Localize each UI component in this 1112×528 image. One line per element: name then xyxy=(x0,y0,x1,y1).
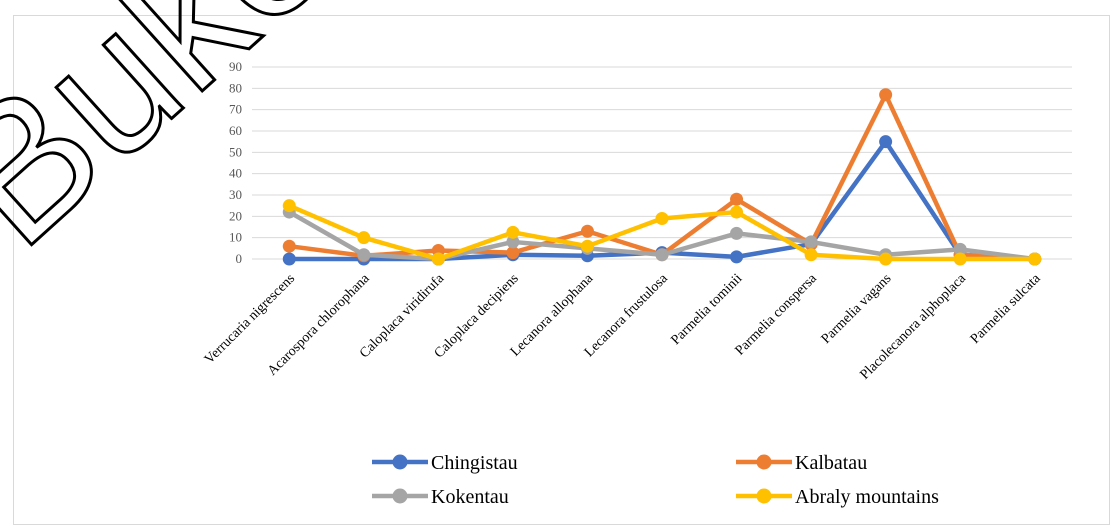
x-category-label: Parmelia conspersa xyxy=(733,271,821,359)
data-point xyxy=(730,250,744,264)
x-category-label: Parmelia sulcata xyxy=(968,271,1044,347)
data-point xyxy=(506,246,520,260)
series-kalbatau xyxy=(282,88,1042,266)
series-abraly-mountains xyxy=(282,199,1042,266)
data-point xyxy=(282,252,296,266)
legend-swatch-marker xyxy=(756,454,772,470)
data-point xyxy=(357,248,371,262)
data-point xyxy=(953,242,967,256)
legend-item: Chingistau xyxy=(372,452,518,474)
y-tick-label: 60 xyxy=(229,123,242,138)
y-axis-ticks: 0 10 20 30 40 50 60 70 80 90 xyxy=(229,59,242,266)
data-point xyxy=(506,235,520,249)
data-point xyxy=(580,239,594,253)
data-point xyxy=(282,239,296,253)
y-tick-label: 30 xyxy=(229,187,242,202)
x-category-label: Parmelia tominii xyxy=(668,271,745,348)
legend-label: Kokentau xyxy=(431,486,509,508)
data-point xyxy=(804,235,818,249)
data-point xyxy=(431,252,445,266)
watermark-text: Buke xyxy=(0,0,369,285)
data-point xyxy=(506,225,520,239)
data-point xyxy=(655,211,669,225)
data-point xyxy=(282,199,296,213)
x-category-label: Lecanora frustulosa xyxy=(582,271,671,360)
legend-label: Kalbatau xyxy=(795,452,867,474)
data-point xyxy=(804,248,818,262)
data-point xyxy=(357,231,371,245)
data-point xyxy=(1028,252,1042,266)
data-point xyxy=(655,248,669,262)
y-tick-label: 40 xyxy=(229,166,242,181)
legend-label: Chingistau xyxy=(431,452,518,474)
y-tick-label: 70 xyxy=(229,102,242,117)
legend: Chingistau Kalbatau Kokentau Abraly mountai… xyxy=(372,452,939,508)
data-point xyxy=(953,252,967,266)
legend-item: Kokentau xyxy=(372,486,509,508)
data-point xyxy=(730,205,744,219)
data-point xyxy=(879,252,893,266)
y-tick-label: 10 xyxy=(229,230,242,245)
y-tick-label: 50 xyxy=(229,144,242,159)
y-tick-label: 80 xyxy=(229,80,242,95)
series-line xyxy=(288,92,1035,262)
x-category-label: Lecanora allophana xyxy=(508,271,597,360)
y-tick-label: 20 xyxy=(229,208,242,223)
legend-label: Abraly mountains xyxy=(795,486,939,508)
data-point xyxy=(879,135,893,149)
y-tick-label: 0 xyxy=(236,251,243,266)
series-layer xyxy=(282,88,1042,266)
chart-frame xyxy=(13,15,1110,525)
legend-item: Kalbatau xyxy=(736,452,867,474)
data-point xyxy=(730,192,744,206)
series-line xyxy=(289,139,1035,262)
legend-swatch-marker xyxy=(392,488,408,504)
y-tick-label: 90 xyxy=(229,59,242,74)
data-point xyxy=(730,226,744,240)
legend-swatch-marker xyxy=(392,454,408,470)
data-point xyxy=(580,224,594,238)
legend-item: Abraly mountains xyxy=(736,486,939,508)
legend-swatch-marker xyxy=(756,488,772,504)
data-point xyxy=(879,88,893,102)
x-category-label: Parmelia vagans xyxy=(819,271,895,347)
